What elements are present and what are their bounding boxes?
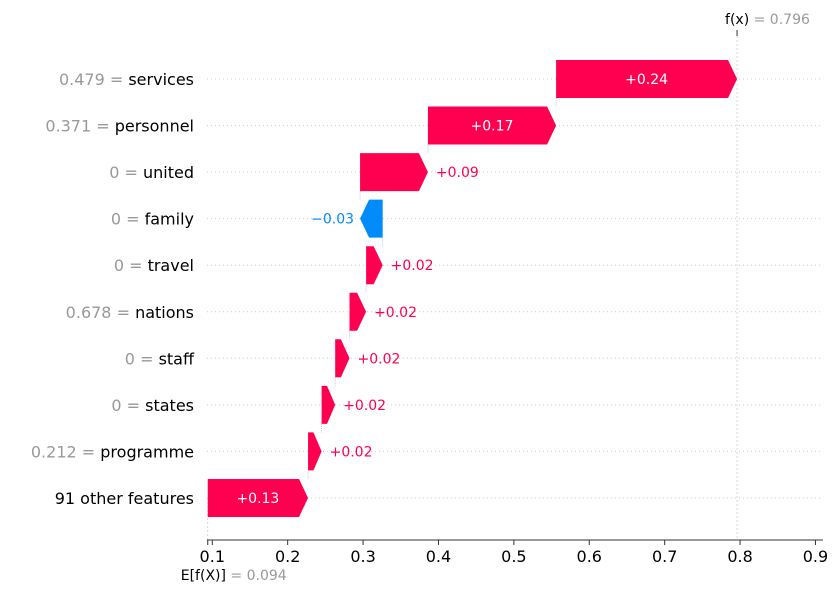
contribution-label: +0.02 [391, 258, 434, 274]
bar-connectors [207, 36, 738, 540]
feature-value: 0.479 = [59, 70, 128, 89]
x-tick-label: 0.4 [426, 547, 451, 566]
contribution-bars [207, 60, 738, 517]
contribution-labels: +0.24 +0.17 +0.09 −0.03 +0.02 +0.02 +0.02 +0.02… [236, 72, 668, 507]
bar-family [360, 199, 383, 238]
feature-name: states [145, 396, 194, 415]
x-tick-label: 0.1 [200, 547, 225, 566]
feature-label: 0 = united [109, 163, 194, 182]
bar-programme [308, 432, 322, 471]
feature-name: travel [148, 256, 194, 275]
x-tick-label: 0.9 [803, 547, 828, 566]
contribution-label: +0.02 [358, 351, 401, 367]
feature-value: 0.678 = [66, 303, 135, 322]
x-tick-label: 0.8 [727, 547, 752, 566]
output-value-label: f(x) = 0.796 [725, 12, 810, 28]
bar-personnel [427, 106, 557, 145]
x-tick-label: 0.2 [275, 547, 300, 566]
bar-91-other-features [207, 478, 309, 517]
feature-label: 0 = family [111, 210, 194, 229]
bar-services [556, 60, 738, 98]
feature-label: 0.479 = services [59, 70, 194, 89]
x-tick-label: 0.6 [577, 547, 602, 566]
feature-label: 0.678 = nations [66, 303, 194, 322]
feature-value: 0.371 = [45, 117, 114, 136]
output-axis: f(x) = 0.796 [725, 12, 810, 36]
feature-name: 91 other features [55, 489, 194, 508]
feature-label: 0.212 = programme [31, 442, 194, 461]
feature-value: 0 = [111, 396, 145, 415]
bar-states [321, 385, 336, 424]
base-value-number: = 0.094 [226, 568, 287, 584]
feature-name: personnel [115, 117, 194, 136]
contribution-label: +0.02 [374, 305, 417, 321]
feature-label: 0 = travel [114, 256, 194, 275]
bar-travel [366, 246, 383, 285]
contribution-label: −0.03 [311, 212, 354, 228]
bar-nations [349, 292, 367, 331]
contribution-label: +0.02 [343, 398, 386, 414]
feature-name: services [128, 70, 194, 89]
feature-label: 0 = staff [125, 349, 195, 368]
contribution-label: +0.17 [471, 119, 514, 135]
feature-labels: 0.479 = services 0.371 = personnel 0 = uni… [31, 70, 195, 508]
contribution-label: +0.24 [625, 72, 668, 88]
output-value-number: = 0.796 [749, 12, 810, 28]
feature-label: 0.371 = personnel [45, 117, 194, 136]
x-tick-label: 0.7 [652, 547, 677, 566]
feature-name: programme [100, 442, 194, 461]
feature-label: 0 = states [111, 396, 194, 415]
bar-staff [335, 339, 350, 378]
feature-value: 0 = [125, 349, 159, 368]
feature-value: 0 = [114, 256, 148, 275]
output-value-name: f(x) [725, 12, 749, 28]
feature-label: 91 other features [55, 489, 194, 508]
contribution-label: +0.09 [436, 165, 479, 181]
base-value-label: E[f(X)] = 0.094 [181, 568, 287, 584]
feature-name: family [145, 210, 194, 229]
feature-value: 0 = [109, 163, 143, 182]
base-value-name: E[f(X)] [181, 568, 226, 584]
x-axis: 0.1 0.2 0.3 0.4 0.5 0.6 0.7 0.8 0.9 E[f(X)] = 0.0… [181, 539, 828, 584]
x-tick-label: 0.3 [350, 547, 375, 566]
feature-value: 0.212 = [31, 442, 100, 461]
x-tick-label: 0.5 [501, 547, 526, 566]
contribution-label: +0.02 [330, 444, 373, 460]
feature-name: staff [159, 349, 195, 368]
bar-united [360, 153, 428, 192]
feature-name: united [143, 163, 194, 182]
feature-name: nations [135, 303, 194, 322]
feature-value: 0 = [111, 210, 145, 229]
contribution-label: +0.13 [236, 491, 279, 507]
